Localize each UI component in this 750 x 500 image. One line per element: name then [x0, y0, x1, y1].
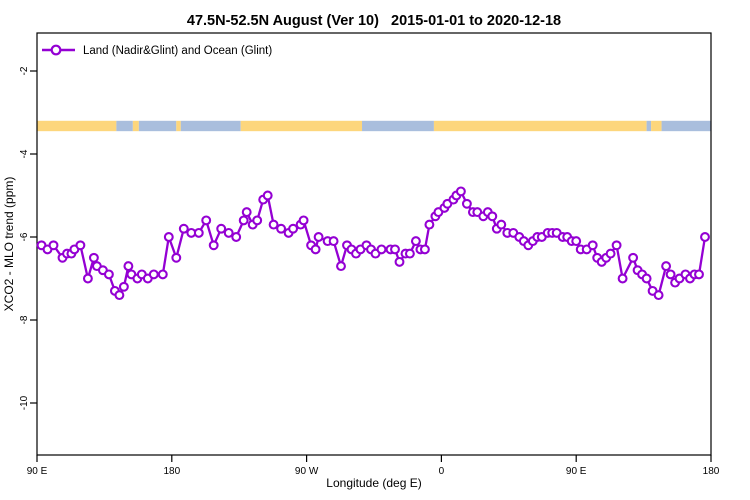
data-point — [487, 211, 498, 222]
data-point — [641, 273, 652, 284]
data-point — [376, 244, 387, 255]
data-point — [82, 273, 93, 284]
legend: Land (Nadir&Glint) and Ocean (Glint) — [42, 44, 272, 57]
data-point — [118, 281, 129, 292]
data-point — [88, 252, 99, 263]
chart-title: 47.5N-52.5N August (Ver 10) 2015-01-01 t… — [187, 13, 561, 29]
x-tick-label: 180 — [163, 466, 180, 477]
data-point — [171, 252, 182, 263]
data-series — [36, 186, 710, 301]
data-point — [223, 227, 234, 238]
band-segment-land — [132, 120, 139, 132]
y-tick-label: -2 — [19, 66, 30, 75]
y-axis-label: XCO2 - MLO trend (ppm) — [2, 177, 16, 312]
data-point — [103, 269, 114, 280]
data-point — [661, 261, 672, 272]
data-point — [216, 223, 227, 234]
data-point — [455, 186, 466, 197]
data-point — [404, 248, 415, 259]
data-point — [419, 244, 430, 255]
band-segment-ocean — [362, 120, 434, 132]
data-point — [617, 273, 628, 284]
data-point — [201, 215, 212, 226]
x-tick-label: 0 — [439, 466, 445, 477]
data-point — [252, 215, 263, 226]
data-point — [653, 290, 664, 301]
data-point — [231, 232, 242, 242]
data-point — [276, 223, 287, 234]
band-segment-land — [651, 120, 662, 132]
x-tick-label: 90 E — [27, 466, 48, 477]
plot-border — [36, 32, 712, 456]
data-point — [262, 190, 273, 201]
axes: 90 E 180 90 W 0 90 E 180 -2 -4 -6 -8 -10 — [19, 66, 720, 477]
data-point — [114, 290, 125, 301]
data-point — [163, 232, 174, 242]
data-point — [75, 240, 86, 251]
data-point — [313, 232, 324, 242]
x-tick-label: 180 — [703, 466, 720, 477]
data-point — [424, 219, 435, 230]
data-point — [123, 261, 134, 272]
x-axis-label: Longitude (deg E) — [326, 476, 421, 490]
legend-marker-icon — [50, 44, 62, 56]
data-point — [193, 227, 204, 238]
data-point — [390, 244, 400, 255]
legend-label: Land (Nadir&Glint) and Ocean (Glint) — [83, 45, 272, 57]
y-tick-label: -6 — [19, 232, 30, 241]
y-tick-label: -8 — [19, 315, 30, 324]
band-segment-ocean — [180, 120, 241, 132]
data-point — [461, 198, 472, 209]
band-segment-ocean — [116, 120, 133, 132]
data-point — [328, 236, 339, 247]
data-point — [628, 252, 639, 263]
data-point — [605, 248, 616, 259]
data-point — [268, 219, 279, 230]
y-tick-label: -10 — [19, 395, 30, 410]
data-point — [571, 236, 582, 247]
x-tick-label: 90 E — [566, 466, 587, 477]
data-point — [410, 236, 421, 247]
band-segment-ocean — [661, 120, 711, 132]
data-point — [694, 269, 704, 280]
data-point — [665, 269, 676, 280]
band-segment-land — [176, 120, 181, 132]
data-point — [310, 244, 321, 255]
data-point — [178, 223, 189, 234]
band-segment-land — [433, 120, 647, 132]
band-segment-ocean — [646, 120, 652, 132]
x-tick-label: 90 W — [295, 466, 319, 477]
data-point — [238, 215, 249, 226]
land-ocean-band — [37, 120, 711, 132]
data-point — [394, 256, 405, 267]
y-tick-label: -4 — [19, 149, 30, 158]
band-segment-land — [37, 120, 117, 132]
data-point — [208, 240, 219, 251]
data-point — [611, 240, 622, 251]
data-point — [587, 240, 598, 251]
band-segment-ocean — [138, 120, 177, 132]
data-point — [496, 219, 507, 230]
data-point — [700, 232, 710, 242]
data-point — [288, 223, 299, 234]
band-segment-land — [240, 120, 363, 132]
data-point — [148, 269, 159, 280]
data-point — [298, 215, 309, 226]
data-point — [241, 207, 252, 218]
data-point — [48, 240, 59, 251]
data-point — [336, 261, 346, 272]
data-point — [157, 269, 168, 280]
